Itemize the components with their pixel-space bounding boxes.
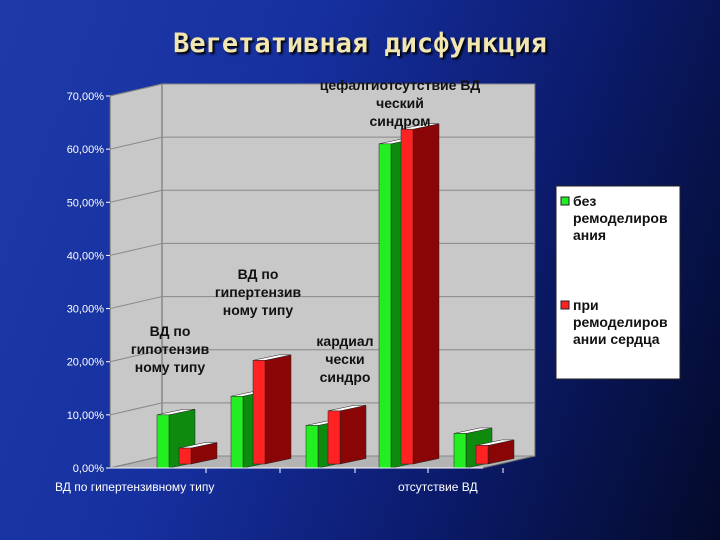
y-tick-label: 10,00% bbox=[67, 410, 105, 422]
legend-label: без ремоделиров ания bbox=[573, 193, 668, 243]
x-tick-label: ВД по гипертензивному типу bbox=[55, 480, 214, 494]
gridline bbox=[109, 455, 163, 469]
y-tick-label: 60,00% bbox=[67, 144, 105, 156]
legend-label-line: ании сердца bbox=[573, 331, 660, 347]
data-label-line: цефалгиотсутствие ВД bbox=[320, 77, 481, 93]
data-label-line: гипотензив bbox=[131, 341, 210, 357]
x-tick-label: отсутствие ВД bbox=[398, 480, 478, 494]
data-label: цефалгиотсутствие ВД ческий синдром bbox=[320, 77, 481, 129]
x-axis-ticks: ВД по гипертензивному типу отсутствие ВД bbox=[55, 467, 504, 494]
bar-front bbox=[156, 414, 170, 469]
y-tick-label: 50,00% bbox=[67, 197, 105, 209]
y-tick-label: 40,00% bbox=[67, 250, 105, 262]
bar-with-remodeling bbox=[178, 442, 218, 465]
data-label-line: кардиал bbox=[316, 333, 373, 349]
data-label-line: ному типу bbox=[223, 302, 294, 318]
data-label-line: синдро bbox=[320, 369, 371, 385]
data-label-line: гипертензив bbox=[215, 284, 302, 300]
data-label-line: ВД по bbox=[150, 323, 191, 339]
y-tick-label: 70,00% bbox=[67, 91, 105, 103]
legend-swatch bbox=[560, 300, 570, 310]
bar-front bbox=[230, 396, 244, 469]
y-tick-label: 30,00% bbox=[67, 304, 105, 316]
bar-with-remodeling bbox=[400, 123, 440, 465]
legend-label-line: при bbox=[573, 297, 599, 313]
chart-annotations: ВД по гипотензив ному типу ВД по гипертензив… bbox=[131, 77, 480, 385]
bar-front bbox=[327, 410, 341, 465]
data-label-line: чески bbox=[325, 351, 364, 367]
bar-front bbox=[305, 425, 319, 469]
y-tick-label: 20,00% bbox=[67, 357, 105, 369]
data-label-line: ческий bbox=[376, 95, 424, 111]
bar-side bbox=[339, 405, 367, 465]
gridline bbox=[109, 242, 163, 256]
bar-front bbox=[178, 447, 192, 465]
bar-front bbox=[378, 143, 392, 469]
data-label-line: ВД по bbox=[238, 266, 279, 282]
bar-side bbox=[412, 123, 440, 465]
gridline bbox=[109, 402, 163, 416]
y-tick-label: 0,00% bbox=[73, 463, 104, 475]
legend-label: при ремоделиров ании сердца bbox=[573, 297, 668, 347]
legend-box bbox=[555, 185, 681, 380]
data-label: ВД по гипотензив ному типу bbox=[131, 323, 210, 375]
gridline bbox=[109, 296, 163, 310]
y-axis-ticks: 0,00% 10,00% 20,00% 30,00% 40,00% 50,00% 60,00… bbox=[67, 91, 110, 475]
bar-front bbox=[252, 360, 266, 465]
legend-label-line: ремоделиров bbox=[573, 210, 668, 226]
gridline bbox=[109, 83, 163, 97]
bar-with-remodeling bbox=[252, 354, 292, 465]
legend-label-line: ремоделиров bbox=[573, 314, 668, 330]
bar-with-remodeling bbox=[327, 405, 367, 465]
bar-front bbox=[453, 433, 467, 469]
chart-bars bbox=[156, 123, 515, 469]
chart-walls bbox=[109, 83, 536, 469]
back-wall bbox=[161, 83, 536, 457]
legend-label-line: ания bbox=[573, 227, 606, 243]
bar-front bbox=[475, 445, 489, 465]
gridline bbox=[109, 349, 163, 363]
slide-title: Вегетативная дисфункция bbox=[173, 28, 547, 59]
legend-swatch bbox=[560, 196, 570, 206]
gridline bbox=[109, 189, 163, 203]
bar-front bbox=[400, 128, 414, 465]
bar-with-remodeling bbox=[475, 439, 515, 465]
data-label-line: ному типу bbox=[135, 359, 206, 375]
chart-gridlines bbox=[109, 83, 535, 469]
data-label-line: синдром bbox=[369, 113, 430, 129]
data-label: ВД по гипертензив ному типу bbox=[215, 266, 302, 318]
bar-side bbox=[264, 354, 292, 465]
side-wall bbox=[109, 83, 163, 469]
gridline bbox=[109, 136, 163, 150]
data-label: кардиал чески синдро bbox=[316, 333, 373, 385]
legend-label-line: без bbox=[573, 193, 596, 209]
